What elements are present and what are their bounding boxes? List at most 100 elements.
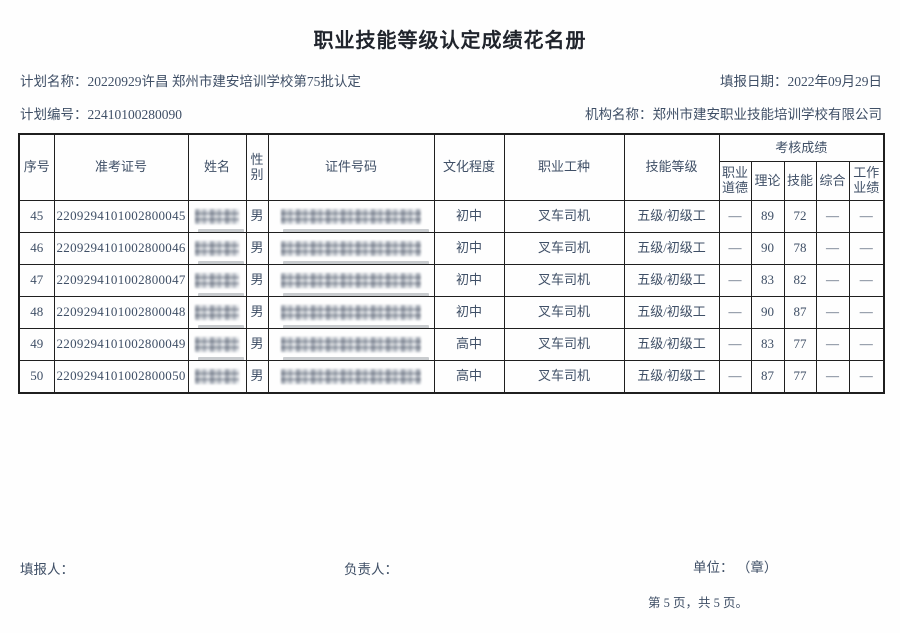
cell-theory: 83 <box>750 328 785 361</box>
cell-gender: 男 <box>245 200 269 233</box>
redaction-block <box>281 209 421 224</box>
redaction-block <box>195 241 239 256</box>
redaction-bar <box>197 325 244 328</box>
cell-id-redacted <box>267 200 435 233</box>
cell-ethics: — <box>718 200 752 233</box>
cell-education: 高中 <box>433 328 505 361</box>
cell-level: 五级/初级工 <box>623 328 720 361</box>
col-header-seq: 序号 <box>18 133 55 201</box>
unit-seal-label: 单位： （章） <box>693 560 778 575</box>
col-header-theory: 理论 <box>750 161 785 201</box>
cell-ticket: 2209294101002800045 <box>53 200 189 233</box>
cell-ticket: 2209294101002800049 <box>53 328 189 361</box>
col-header-occupation: 职业工种 <box>503 133 625 201</box>
header-row-sub: 职业道德 理论 技能 综合 工作业绩 <box>19 161 885 201</box>
cell-ticket: 2209294101002800050 <box>53 360 189 394</box>
cell-skill: 77 <box>783 360 817 394</box>
cell-name-redacted <box>187 232 247 265</box>
cell-work: — <box>848 360 885 394</box>
cell-level: 五级/初级工 <box>623 296 720 329</box>
cell-theory: 83 <box>750 264 785 297</box>
table-row: 49 2209294101002800049 男 高中 叉车司机 五级/初级工 … <box>18 328 885 361</box>
cell-ethics: — <box>718 264 752 297</box>
col-header-name: 姓名 <box>187 133 247 201</box>
cell-education: 初中 <box>433 264 505 297</box>
cell-name-redacted <box>187 296 247 329</box>
cell-education: 初中 <box>433 200 505 233</box>
col-header-level: 技能等级 <box>623 133 720 201</box>
plan-no-line: 计划编号：22410100280090 <box>20 103 182 123</box>
cell-education: 初中 <box>433 296 505 329</box>
report-date-label: 填报日期： <box>720 74 788 89</box>
cell-name-redacted <box>187 264 247 297</box>
cell-seq: 48 <box>18 296 55 329</box>
plan-name-label: 计划名称： <box>20 74 88 89</box>
redaction-bar <box>282 229 429 232</box>
cell-skill: 82 <box>783 264 817 297</box>
col-header-scores-group: 考核成绩 <box>718 133 885 162</box>
col-header-comprehensive: 综合 <box>815 161 850 201</box>
cell-id-redacted <box>267 360 435 394</box>
cell-ethics: — <box>718 296 752 329</box>
redaction-block <box>195 305 239 320</box>
cell-seq: 49 <box>18 328 55 361</box>
cell-comprehensive: — <box>815 296 850 329</box>
col-header-education: 文化程度 <box>433 133 505 201</box>
redaction-bar <box>197 229 244 232</box>
cell-skill: 78 <box>783 232 817 265</box>
redaction-block <box>281 241 421 256</box>
cell-seq: 46 <box>18 232 55 265</box>
cell-theory: 87 <box>750 360 785 394</box>
cell-occupation: 叉车司机 <box>503 264 625 297</box>
col-header-gender: 性别 <box>245 133 269 201</box>
cell-ethics: — <box>718 328 752 361</box>
table-row: 48 2209294101002800048 男 初中 叉车司机 五级/初级工 … <box>18 296 885 329</box>
cell-level: 五级/初级工 <box>623 232 720 265</box>
redaction-bar <box>197 357 244 360</box>
redaction-block <box>195 209 239 224</box>
cell-comprehensive: — <box>815 200 850 233</box>
col-header-ethics: 职业道德 <box>718 161 752 201</box>
cell-level: 五级/初级工 <box>623 200 720 233</box>
redaction-bar <box>282 325 429 328</box>
redaction-block <box>195 369 239 384</box>
cell-skill: 77 <box>783 328 817 361</box>
redaction-block <box>195 337 239 352</box>
redaction-block <box>281 305 421 320</box>
cell-comprehensive: — <box>815 264 850 297</box>
plan-no-value: 22410100280090 <box>87 107 183 122</box>
cell-education: 初中 <box>433 232 505 265</box>
redaction-block <box>281 369 421 384</box>
col-header-id-number: 证件号码 <box>267 133 435 201</box>
table-row: 45 2209294101002800045 男 初中 叉车司机 五级/初级工 … <box>18 200 885 233</box>
cell-id-redacted <box>267 232 435 265</box>
cell-name-redacted <box>187 328 247 361</box>
cell-comprehensive: — <box>815 232 850 265</box>
cell-work: — <box>848 264 885 297</box>
redaction-bar <box>282 293 429 296</box>
cell-seq: 47 <box>18 264 55 297</box>
plan-name-line: 计划名称：20220929许昌 郑州市建安培训学校第75批认定 <box>20 70 361 90</box>
cell-skill: 72 <box>783 200 817 233</box>
cell-work: — <box>848 200 885 233</box>
col-header-ticket: 准考证号 <box>53 133 189 201</box>
redaction-bar <box>282 261 429 264</box>
report-date-value: 2022年09月29日 <box>787 74 883 89</box>
cell-occupation: 叉车司机 <box>503 360 625 394</box>
cell-occupation: 叉车司机 <box>503 296 625 329</box>
cell-level: 五级/初级工 <box>623 264 720 297</box>
cell-work: — <box>848 328 885 361</box>
plan-no-label: 计划编号： <box>20 107 88 122</box>
page-indicator: 第 5 页，共 5 页。 <box>648 596 749 610</box>
cell-work: — <box>848 296 885 329</box>
cell-name-redacted <box>187 360 247 394</box>
cell-seq: 50 <box>18 360 55 394</box>
cell-gender: 男 <box>245 264 269 297</box>
cell-education: 高中 <box>433 360 505 394</box>
redaction-bar <box>197 261 244 264</box>
header-row-top: 序号 准考证号 姓名 性别 证件号码 文化程度 职业工种 技能等级 考核成绩 <box>18 133 885 201</box>
cell-gender: 男 <box>245 232 269 265</box>
redaction-block <box>281 337 421 352</box>
table-row: 46 2209294101002800046 男 初中 叉车司机 五级/初级工 … <box>18 232 885 265</box>
cell-theory: 90 <box>750 232 785 265</box>
